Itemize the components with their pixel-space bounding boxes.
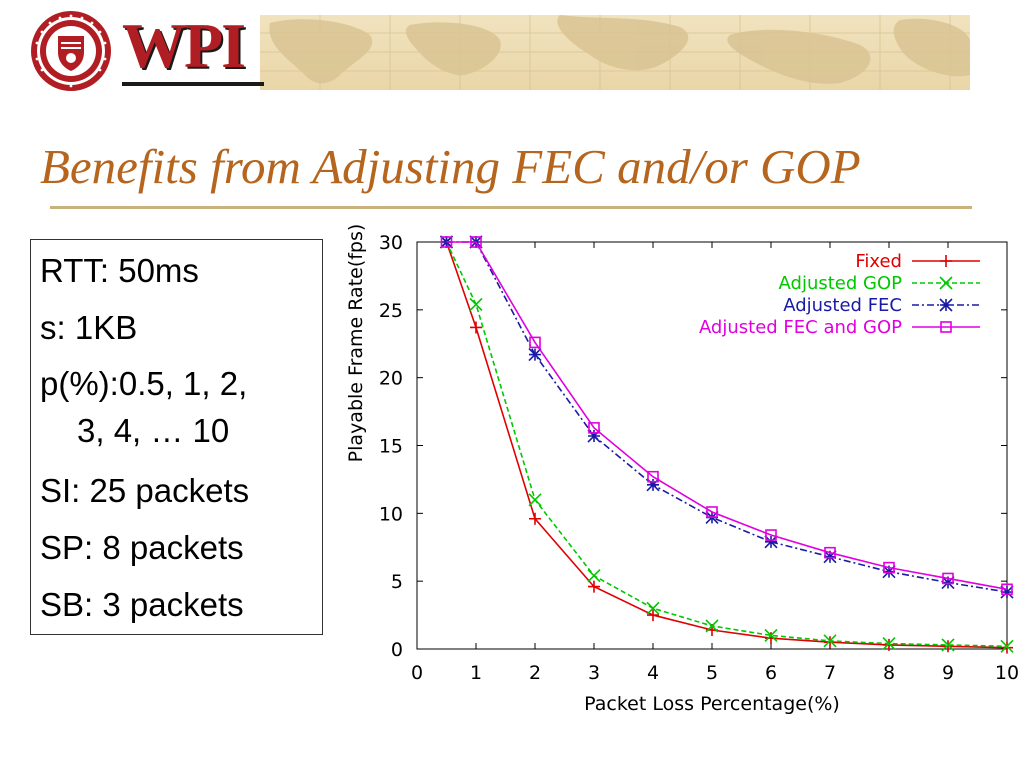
data-point [940, 321, 952, 333]
data-point [1001, 583, 1013, 596]
legend-label: Adjusted FEC and GOP [699, 317, 902, 338]
data-point [528, 348, 542, 362]
data-point [883, 561, 895, 574]
data-point [1000, 639, 1014, 653]
data-point [765, 632, 777, 645]
data-point [470, 321, 482, 334]
data-point [647, 609, 659, 622]
param-si: SI: 25 packets [40, 472, 250, 509]
y-axis-label: Playable Frame Rate(fps) [345, 225, 367, 462]
parameter-box: RTT: 50ms s: 1KB p(%):0.5, 1, 2, 3, 4, …… [30, 239, 323, 635]
series-adjusted-gop [439, 235, 1014, 653]
data-point [882, 637, 896, 651]
series-adjusted-fec-and-gop [440, 236, 1013, 596]
data-point [470, 236, 482, 248]
axis-ticks [416, 241, 1008, 650]
series-line [445, 241, 1008, 649]
logo-text: WPI [122, 10, 246, 81]
param-rtt: RTT: 50ms [40, 252, 199, 289]
data-point [588, 422, 600, 434]
x-tick-label: 6 [765, 662, 777, 684]
plot-border [416, 241, 1008, 650]
x-tick-label: 0 [411, 662, 423, 684]
data-point [646, 478, 660, 492]
data-point [529, 336, 541, 349]
header-banner [260, 15, 970, 90]
data-point [587, 569, 601, 583]
data-point [941, 575, 955, 590]
x-tick-label: 5 [706, 662, 718, 684]
data-point [646, 601, 660, 615]
legend-label: Adjusted FEC [783, 295, 902, 316]
x-axis-label: Packet Loss Percentage(%) [584, 693, 840, 715]
data-point [940, 255, 952, 267]
series-adjusted-fec [439, 235, 1014, 599]
y-tick-label: 10 [379, 503, 403, 525]
x-tick-label: 9 [942, 662, 954, 684]
data-point [939, 298, 953, 312]
data-point [764, 535, 778, 549]
x-tick-label: 7 [824, 662, 836, 684]
data-point [647, 470, 659, 483]
y-tick-label: 25 [379, 300, 403, 322]
plot-frame [416, 241, 1008, 650]
x-tick-label: 3 [588, 662, 600, 684]
param-loss-rates-cont: 3, 4, … 10 [77, 412, 230, 449]
legend-label: Adjusted GOP [779, 273, 903, 294]
data-point [882, 565, 896, 579]
tick-labels: 0 1 2 3 4 5 6 7 8 9 10 0 5 10 15 20 25 30 [379, 232, 1019, 684]
data-point [942, 640, 954, 653]
data-point [1000, 585, 1014, 599]
x-tick-label: 4 [647, 662, 659, 684]
series-line [446, 241, 1008, 593]
data-point [528, 493, 542, 507]
x-tick-label: 2 [529, 662, 541, 684]
data-point [706, 506, 718, 518]
param-sb: SB: 3 packets [40, 586, 244, 623]
data-point [469, 297, 483, 311]
x-tick-label: 10 [995, 662, 1019, 684]
data-point [588, 580, 600, 593]
data-point [587, 429, 601, 443]
y-tick-label: 0 [391, 639, 403, 661]
data-point [883, 638, 895, 651]
param-packet-size: s: 1KB [40, 309, 138, 346]
data-point [440, 236, 453, 248]
series-line [445, 241, 1008, 648]
data-point [764, 628, 778, 642]
series-fixed [440, 236, 1013, 654]
data-point [1001, 641, 1013, 654]
y-tick-label: 5 [391, 571, 403, 593]
title-divider [50, 206, 972, 209]
data-point [823, 550, 837, 564]
data-point [941, 638, 955, 652]
param-sp: SP: 8 packets [40, 529, 244, 566]
param-loss-rates: p(%):0.5, 1, 2, [40, 365, 248, 402]
data-point [823, 634, 837, 648]
series-layer [439, 235, 1014, 654]
data-point [765, 529, 777, 541]
x-tick-label: 8 [883, 662, 895, 684]
wpi-wordmark-logo: WPI [122, 14, 264, 86]
data-point [705, 619, 719, 633]
world-map-graphic [260, 15, 970, 90]
y-tick-label: 15 [379, 436, 403, 458]
series-line [446, 241, 1008, 591]
y-tick-label: 20 [379, 368, 403, 390]
data-point [529, 512, 541, 525]
data-point [939, 276, 953, 290]
y-tick-label: 30 [379, 232, 403, 254]
x-tick-label: 1 [470, 662, 482, 684]
data-point [824, 546, 836, 559]
wpi-seal-logo [31, 11, 111, 91]
legend-label: Fixed [855, 251, 902, 272]
slide-title: Benefits from Adjusting FEC and/or GOP [40, 139, 861, 194]
data-point [942, 572, 954, 585]
data-point [824, 636, 836, 649]
